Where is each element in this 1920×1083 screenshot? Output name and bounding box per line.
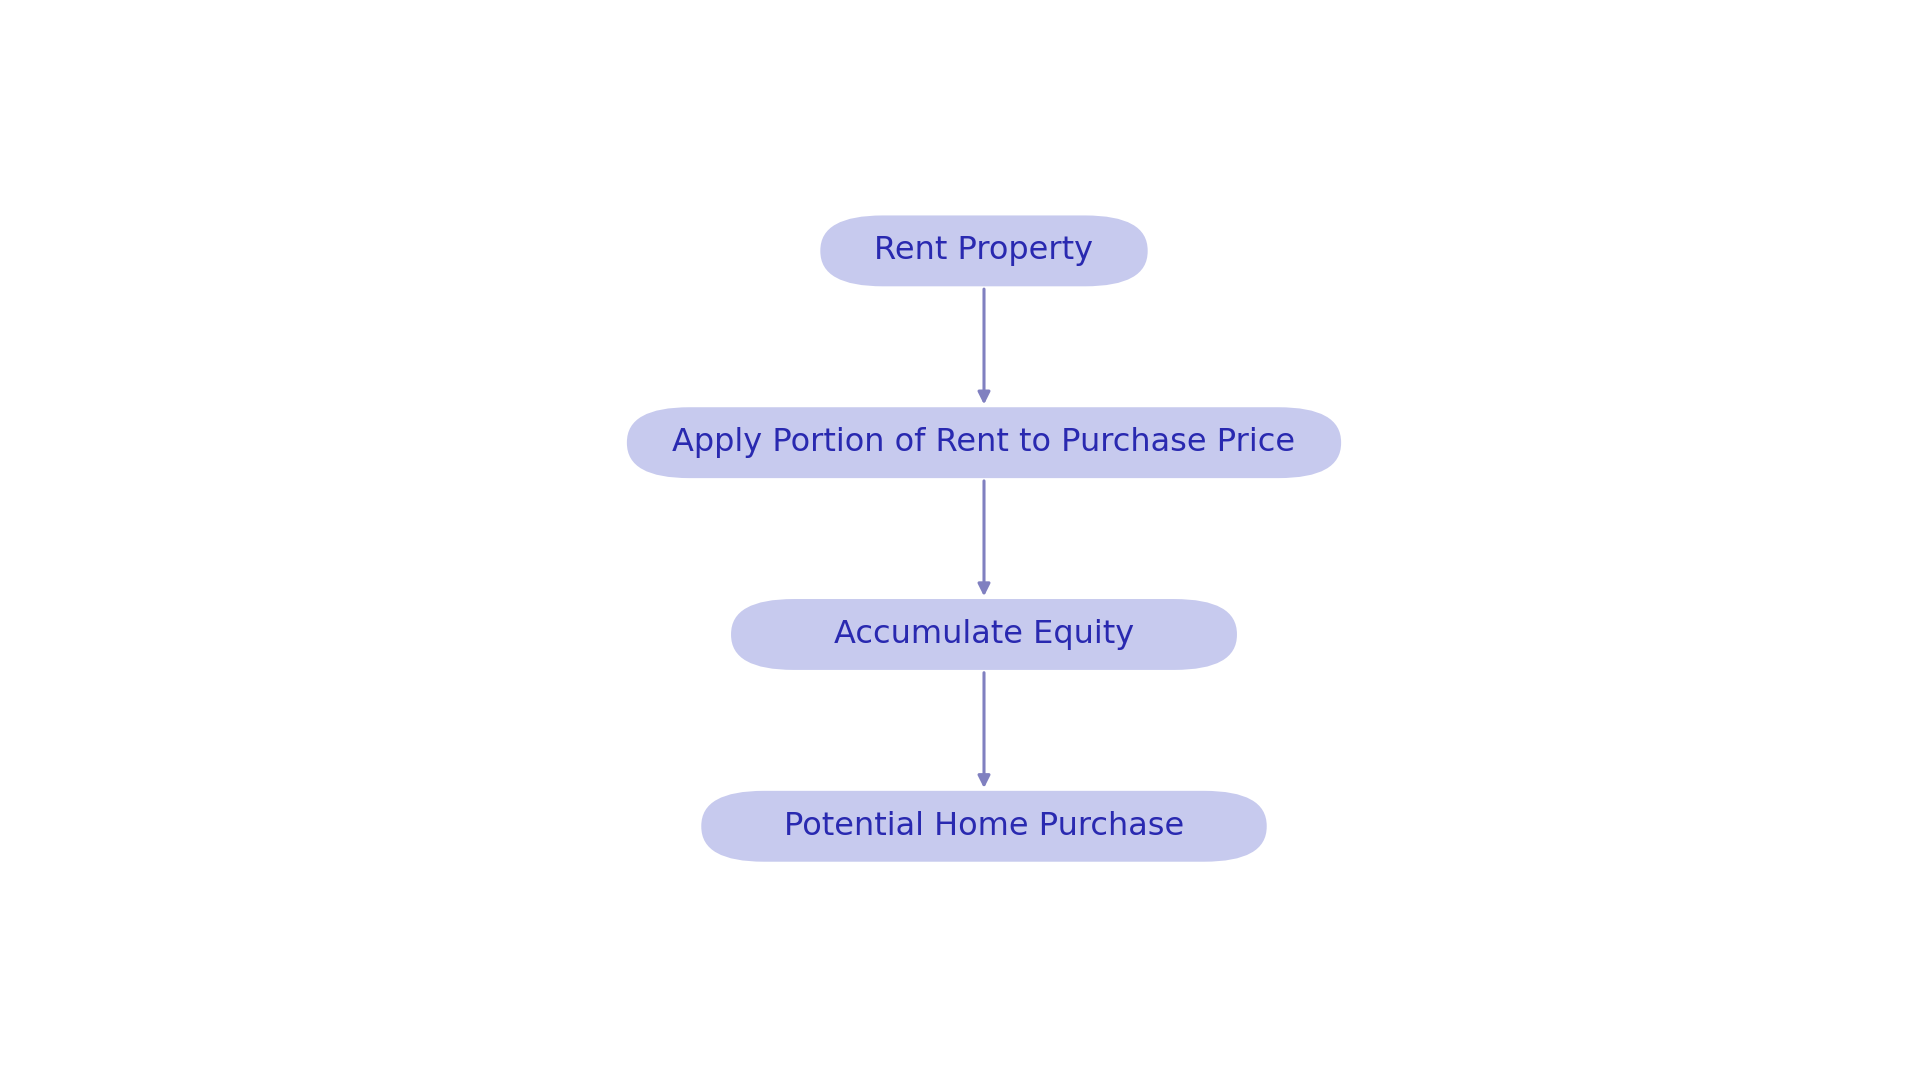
Text: Accumulate Equity: Accumulate Equity xyxy=(833,619,1135,650)
Text: Apply Portion of Rent to Purchase Price: Apply Portion of Rent to Purchase Price xyxy=(672,427,1296,458)
FancyBboxPatch shape xyxy=(701,791,1267,862)
FancyBboxPatch shape xyxy=(820,216,1148,286)
Text: Rent Property: Rent Property xyxy=(874,235,1094,266)
FancyBboxPatch shape xyxy=(626,407,1340,478)
FancyBboxPatch shape xyxy=(732,599,1236,670)
Text: Potential Home Purchase: Potential Home Purchase xyxy=(783,811,1185,841)
